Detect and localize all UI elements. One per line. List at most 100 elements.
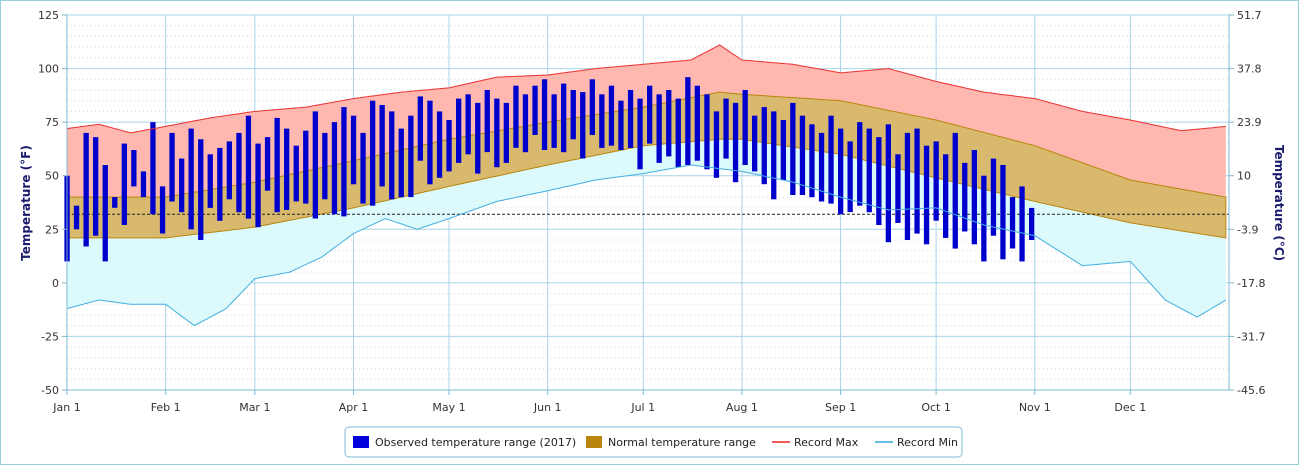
observed-bar xyxy=(790,102,796,195)
observed-bar xyxy=(818,132,825,202)
observed-bar xyxy=(284,128,290,210)
x-tick-label: Jan 1 xyxy=(52,401,80,414)
observed-bar xyxy=(780,120,786,180)
observed-bar xyxy=(293,145,299,202)
y-axis-title-right: Temperature (°C) xyxy=(1272,145,1286,261)
record-high-band xyxy=(67,45,1226,198)
observed-bar xyxy=(121,143,127,225)
record-min-line xyxy=(66,164,1227,327)
x-tick-label: Mar 1 xyxy=(239,401,270,414)
observed-bar xyxy=(264,137,271,191)
observed-bar xyxy=(112,197,118,208)
observed-bar xyxy=(379,105,385,187)
observed-bar xyxy=(341,107,347,217)
observed-bar xyxy=(93,137,99,236)
y-left-tick-label: -50 xyxy=(41,384,59,397)
observed-bar xyxy=(159,186,166,234)
observed-bar xyxy=(102,165,108,262)
observed-bar xyxy=(742,90,748,165)
observed-bar xyxy=(580,92,586,159)
observed-bar xyxy=(150,122,156,215)
observed-bar xyxy=(962,162,968,232)
observed-bar xyxy=(73,205,80,230)
observed-bar xyxy=(971,150,977,245)
observed-bar xyxy=(179,158,185,213)
observed-bar xyxy=(475,102,481,174)
observed-bar xyxy=(322,132,328,200)
observed-bar xyxy=(226,141,232,200)
observed-bar xyxy=(589,79,595,135)
x-tick-label: Jun 1 xyxy=(533,401,562,414)
y-right-tick-label: 23.9 xyxy=(1237,116,1262,129)
observed-bar xyxy=(771,111,777,200)
observed-bar xyxy=(274,117,280,213)
observed-bar xyxy=(866,128,872,213)
y-right-tick-label: 10 xyxy=(1237,170,1251,183)
observed-bar xyxy=(618,100,624,150)
observed-bar xyxy=(933,141,939,221)
x-tick-label: Dec 1 xyxy=(1114,401,1146,414)
observed-bar xyxy=(943,154,949,238)
y-right-tick-label: -45.6 xyxy=(1237,384,1265,397)
y-right-tick-label: -3.9 xyxy=(1237,223,1258,236)
observed-bar xyxy=(647,85,653,144)
legend-swatch xyxy=(586,436,602,448)
record-max-line xyxy=(66,44,1226,134)
y-left-tick-label: -25 xyxy=(41,330,59,343)
observed-bar xyxy=(809,124,815,198)
observed-bar xyxy=(732,102,739,183)
observed-bar xyxy=(799,115,806,195)
observed-bar xyxy=(675,98,681,168)
observed-bar xyxy=(494,98,500,168)
observed-bar xyxy=(838,128,844,215)
legend: Observed temperature range (2017) Normal … xyxy=(344,426,963,458)
observed-bar xyxy=(188,128,194,230)
x-tick-label: Aug 1 xyxy=(726,401,758,414)
observed-bar xyxy=(828,115,834,204)
observed-bar xyxy=(761,107,767,185)
observed-bar xyxy=(417,96,423,161)
legend-label: Observed temperature range (2017) xyxy=(375,436,576,449)
observed-bar xyxy=(1029,207,1035,240)
observed-bar xyxy=(561,83,567,153)
observed-bar xyxy=(207,154,213,208)
observed-bar xyxy=(408,115,414,198)
observed-bar xyxy=(131,150,137,187)
x-tick-label: Nov 1 xyxy=(1019,401,1051,414)
observed-bar xyxy=(522,94,529,153)
observed-bar xyxy=(255,143,261,228)
observed-bar xyxy=(666,90,672,157)
y-left-tick-label: 100 xyxy=(38,63,59,76)
observed-bar xyxy=(704,94,710,170)
observed-bar xyxy=(685,77,691,165)
x-tick-label: Feb 1 xyxy=(151,401,181,414)
observed-bar xyxy=(427,100,433,185)
observed-bar xyxy=(914,128,920,234)
observed-bar xyxy=(217,147,223,221)
x-tick-label: May 1 xyxy=(432,401,465,414)
y-left-tick-label: 75 xyxy=(45,116,59,129)
legend-label: Record Min xyxy=(897,436,958,449)
y-left-tick-label: 50 xyxy=(45,170,59,183)
observed-bar xyxy=(1000,165,1006,260)
y-right-tick-label: 37.8 xyxy=(1237,63,1262,76)
observed-bar xyxy=(608,85,615,146)
legend-label: Normal temperature range xyxy=(608,436,756,449)
y-right-tick-label: -17.8 xyxy=(1237,277,1265,290)
observed-bar xyxy=(981,175,987,262)
observed-bar xyxy=(465,94,471,155)
observed-bar xyxy=(541,79,548,150)
observed-bar xyxy=(513,85,519,148)
legend-swatch xyxy=(353,436,369,448)
observed-bar xyxy=(876,137,882,225)
x-tick-label: Jul 1 xyxy=(630,401,655,414)
y-left-tick-label: 125 xyxy=(38,9,59,22)
observed-bar xyxy=(245,115,252,219)
observed-bar xyxy=(169,132,175,202)
observed-bar xyxy=(713,111,720,178)
y-left-tick-label: 0 xyxy=(52,277,59,290)
observed-bar xyxy=(532,85,538,135)
observed-bar xyxy=(847,141,853,213)
y-right-tick-label: 51.7 xyxy=(1237,9,1262,22)
